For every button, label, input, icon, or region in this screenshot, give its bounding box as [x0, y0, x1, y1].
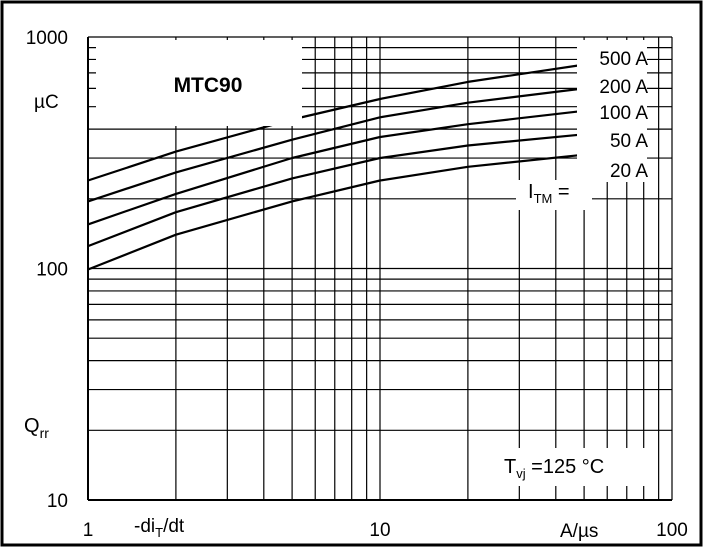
series-line-20-a	[87, 153, 585, 271]
legend: 500 A 200 A 100 A 50 A 20 A	[599, 49, 648, 182]
legend-label: 20 A	[610, 161, 648, 182]
tick-labels: 1 10 100 1000 100 10	[26, 28, 688, 541]
y-tick-label: 10	[47, 491, 68, 512]
series-line-200-a	[87, 87, 585, 203]
x-tick-label: 1	[83, 520, 94, 541]
x-axis-quantity: -diT/dt	[134, 516, 185, 540]
temperature-condition: Tvj =125 °C	[504, 456, 604, 481]
legend-label: 500 A	[599, 49, 648, 70]
series-lines	[87, 63, 585, 271]
legend-box	[577, 40, 647, 182]
x-tick-label: 100	[656, 520, 688, 541]
legend-title: ITM =	[528, 181, 570, 206]
series-line-500-a	[87, 63, 585, 182]
series-line-50-a	[87, 133, 585, 248]
legend-label: 200 A	[599, 77, 648, 98]
legend-title-box	[516, 180, 592, 210]
x-axis-unit: A/µs	[560, 521, 598, 542]
y-tick-label: 1000	[26, 28, 68, 49]
series-line-100-a	[87, 109, 585, 226]
title-box	[96, 40, 302, 126]
x-tick-label: 10	[369, 520, 390, 541]
y-axis-quantity: Qrr	[24, 415, 49, 441]
y-axis-unit: µC	[34, 92, 59, 113]
legend-label: 100 A	[599, 103, 648, 124]
condition-box	[496, 448, 656, 486]
grid	[87, 36, 673, 501]
legend-label: 50 A	[610, 131, 648, 152]
y-tick-label: 100	[36, 260, 68, 281]
chart-title: MTC90	[174, 74, 243, 97]
